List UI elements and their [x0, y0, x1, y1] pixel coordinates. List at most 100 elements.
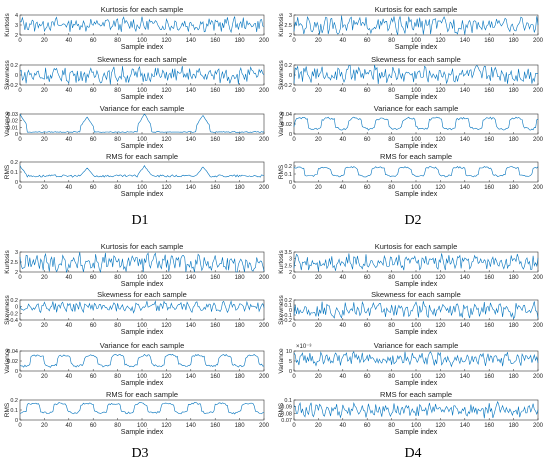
chart-6-ytick-label: 0	[289, 73, 292, 79]
chart-13-xtick-label: 20	[315, 275, 322, 281]
chart-5-xtick-label: 180	[509, 38, 520, 44]
chart-10-series-line	[19, 300, 265, 314]
chart-13-xlabel: Sample index	[395, 281, 438, 288]
chart-2-xtick-label: 0	[18, 88, 22, 94]
chart-8-xtick-label: 160	[484, 185, 495, 191]
chart-8-ytick-label: 0.1	[284, 172, 292, 178]
chart-16-xtick-label: 120	[435, 423, 446, 429]
chart-15-xtick-label: 120	[435, 374, 446, 380]
chart-2-xlabel: Sample index	[121, 94, 164, 101]
chart-3-ytick-label: 0.01	[7, 125, 18, 131]
chart-1-ylabel: Kurtosis	[4, 13, 11, 37]
chart-16-ytick-label: 0.07	[281, 418, 292, 424]
chart-15-series-line	[293, 351, 539, 368]
chart-14-xtick-label: 180	[509, 323, 520, 329]
chart-7-xtick-label: 100	[411, 137, 422, 143]
chart-9-title: Kurtosis for each sample	[101, 242, 184, 251]
chart-8-xtick-label: 200	[533, 185, 544, 191]
chart-4-xtick-label: 40	[65, 185, 72, 191]
chart-10-xtick-label: 200	[259, 323, 270, 329]
chart-14-xlabel: Sample index	[395, 329, 438, 336]
chart-3-series-line	[19, 113, 265, 133]
chart-16-ytick-label: 0.09	[281, 405, 292, 411]
chart-4-title: RMS for each sample	[106, 152, 178, 161]
chart-14-xtick-label: 160	[484, 323, 495, 329]
chart-12-series-line	[19, 402, 265, 415]
chart-3-xtick-label: 180	[235, 137, 246, 143]
chart-15-xlabel: Sample index	[395, 380, 438, 387]
chart-3-xtick-label: 80	[114, 137, 121, 143]
chart-14-xtick-label: 0	[292, 323, 296, 329]
chart-10-title: Skewness for each sample	[97, 290, 187, 299]
chart-10-xtick-label: 140	[186, 323, 197, 329]
chart-1-ytick-label: 4	[15, 13, 18, 19]
chart-6-ylabel: Skewness	[278, 59, 285, 89]
chart-13-xtick-label: 80	[388, 275, 395, 281]
chart-8-xtick-label: 140	[460, 185, 471, 191]
chart-14-ylabel: Skewness	[278, 294, 285, 324]
chart-2-xtick-label: 20	[41, 88, 48, 94]
chart-15-ytick-label: 0	[289, 369, 292, 375]
chart-4-xtick-label: 120	[161, 185, 172, 191]
chart-7-xtick-label: 80	[388, 137, 395, 143]
chart-10-xtick-label: 0	[18, 323, 22, 329]
chart-15-xtick-label: 140	[460, 374, 471, 380]
chart-9-xtick-label: 120	[161, 275, 172, 281]
chart-1-series-line	[20, 16, 265, 34]
chart-13-xtick-label: 160	[484, 275, 495, 281]
chart-14-xtick-label: 60	[364, 323, 371, 329]
chart-1-xtick-label: 120	[161, 38, 172, 44]
chart-10-xlabel: Sample index	[121, 329, 164, 336]
chart-12-xtick-label: 120	[161, 423, 172, 429]
chart-7-xtick-label: 0	[292, 137, 296, 143]
chart-12-xtick-label: 0	[18, 423, 22, 429]
chart-13-xtick-label: 140	[460, 275, 471, 281]
chart-16-xtick-label: 60	[364, 423, 371, 429]
chart-6-series-line	[293, 64, 539, 85]
chart-2-ylabel: Skewness	[4, 59, 11, 89]
chart-12-ytick-label: 0.1	[10, 408, 18, 414]
chart-8-ytick-label: 0.2	[284, 164, 292, 170]
chart-11-ytick-label: 0	[15, 369, 18, 375]
chart-7-plot-box	[293, 113, 539, 135]
chart-13-title: Kurtosis for each sample	[375, 242, 458, 251]
chart-5-xtick-label: 40	[339, 38, 346, 44]
chart-5-ylabel: Kurtosis	[278, 13, 285, 37]
chart-2-xtick-label: 160	[210, 88, 221, 94]
chart-14-xtick-label: 120	[435, 323, 446, 329]
chart-5-xtick-label: 0	[292, 38, 296, 44]
chart-7-xtick-label: 200	[533, 137, 544, 143]
chart-4-xtick-label: 180	[235, 185, 246, 191]
chart-16-ytick-label: 0.08	[281, 411, 292, 417]
chart-11-ytick-label: 0.04	[7, 349, 18, 355]
chart-1-xlabel: Sample index	[121, 44, 164, 51]
chart-1-xtick-label: 20	[41, 38, 48, 44]
chart-8-xtick-label: 80	[388, 185, 395, 191]
chart-3-title: Variance for each sample	[100, 104, 185, 113]
chart-10-xtick-label: 160	[210, 323, 221, 329]
chart-3-xtick-label: 60	[90, 137, 97, 143]
chart-11-xtick-label: 140	[186, 374, 197, 380]
chart-5-xtick-label: 120	[435, 38, 446, 44]
chart-7-ytick-label: 0	[289, 132, 292, 138]
chart-6-xlabel: Sample index	[395, 94, 438, 101]
chart-3-xtick-label: 160	[210, 137, 221, 143]
chart-16-xtick-label: 180	[509, 423, 520, 429]
chart-15-xtick-label: 180	[509, 374, 520, 380]
chart-9-xtick-label: 80	[114, 275, 121, 281]
chart-4-xlabel: Sample index	[121, 191, 164, 198]
chart-14-xtick-label: 80	[388, 323, 395, 329]
chart-12-ylabel: RMS	[4, 402, 11, 417]
chart-1-xtick-label: 140	[186, 38, 197, 44]
chart-16-xtick-label: 100	[411, 423, 422, 429]
chart-9-ytick-label: 2	[15, 270, 18, 276]
chart-2-ytick-label: -0.2	[9, 83, 18, 89]
chart-9-xtick-label: 0	[18, 275, 22, 281]
chart-4-series-line	[19, 164, 265, 178]
chart-8-title: RMS for each sample	[380, 152, 452, 161]
chart-2-xtick-label: 120	[161, 88, 172, 94]
chart-15-ytick-label: 10	[286, 349, 292, 355]
chart-7-ylabel: Variance	[278, 111, 285, 137]
chart-4-xtick-label: 140	[186, 185, 197, 191]
chart-13-xtick-label: 100	[411, 275, 422, 281]
